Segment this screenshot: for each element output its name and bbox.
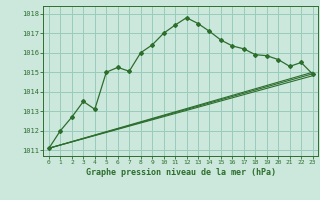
X-axis label: Graphe pression niveau de la mer (hPa): Graphe pression niveau de la mer (hPa) <box>86 168 276 177</box>
